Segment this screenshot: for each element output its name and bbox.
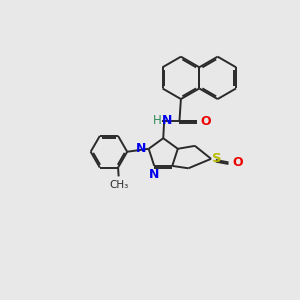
Text: N: N (136, 142, 146, 155)
Text: S: S (212, 152, 222, 165)
Text: O: O (232, 156, 243, 169)
Text: N: N (162, 114, 172, 127)
Text: O: O (201, 115, 211, 128)
Text: CH₃: CH₃ (109, 180, 128, 190)
Text: H: H (152, 114, 161, 127)
Text: N: N (149, 168, 159, 181)
